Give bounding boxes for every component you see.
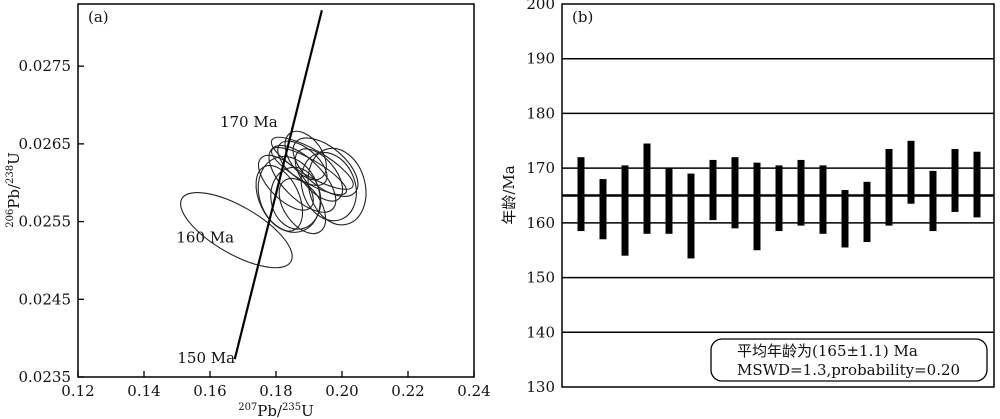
age-error-bar (665, 168, 673, 234)
age-error-bar (753, 162, 761, 251)
age-error-bar (577, 157, 585, 232)
bar-y-tick-label: 140 (526, 323, 555, 341)
age-error-bar (709, 159, 717, 221)
x-tick-group: 0.12 0.14 0.16 0.18 0.20 0.22 0.24 (61, 371, 491, 400)
x-tick-label: 0.18 (259, 382, 292, 400)
age-bar-panel: 130 140 150 160 170 180 190 200 (b) 年龄/Ma 平均年龄为… (500, 0, 995, 396)
age-error-bar (819, 165, 827, 234)
age-error-bar (841, 190, 849, 248)
age-error-bar (797, 159, 805, 226)
x-tick-label: 0.24 (457, 382, 490, 400)
error-ellipse (270, 136, 354, 190)
error-ellipse (278, 177, 327, 235)
age-label-group: 170 Ma 160 Ma 150 Ma (176, 113, 277, 367)
y-title-sup-2: 238 (5, 165, 16, 184)
y-tick-label: 0.0275 (19, 57, 72, 75)
mswd-text: MSWD=1.3,probability=0.20 (737, 361, 960, 379)
x-axis-title: 207Pb/235U (238, 402, 314, 419)
x-tick-label: 0.12 (61, 382, 94, 400)
bar-y-tick-label: 150 (526, 269, 555, 287)
panel-a-label: (a) (88, 8, 109, 26)
error-ellipse (300, 151, 357, 222)
x-tick-label: 0.20 (325, 382, 358, 400)
error-ellipse (258, 154, 314, 211)
y-tick-label: 0.0235 (19, 368, 72, 386)
age-label: 150 Ma (177, 349, 235, 367)
bar-group (577, 140, 981, 259)
age-error-bar (687, 173, 695, 259)
y-title-main-1: Pb/ (5, 183, 23, 209)
error-ellipse (270, 166, 322, 230)
bar-y-tick-label: 130 (526, 378, 555, 396)
y-tick-label: 0.0255 (19, 213, 72, 231)
y-tick-label: 0.0265 (19, 135, 72, 153)
x-title-sup-2: 235 (282, 402, 301, 413)
error-ellipse (292, 137, 359, 197)
error-ellipse (307, 147, 367, 226)
age-error-bar (929, 170, 937, 232)
x-tick-label: 0.16 (193, 382, 226, 400)
x-title-main-2: U (301, 402, 314, 419)
bar-y-tick-group: 130 140 150 160 170 180 190 200 (526, 0, 555, 396)
bar-y-tick-label: 180 (526, 104, 555, 122)
y-tick-group: 0.0235 0.0245 0.0255 0.0265 0.0275 (19, 57, 84, 386)
bar-plot-frame (561, 3, 995, 388)
x-tick-label: 0.22 (391, 382, 424, 400)
age-error-bar (863, 181, 871, 243)
bar-y-tick-label: 170 (526, 159, 555, 177)
y-title-main-2: U (5, 152, 23, 165)
y-title-sup-1: 206 (5, 209, 16, 228)
x-title-main-1: Pb/ (257, 402, 283, 419)
concordia-line (233, 9, 323, 360)
age-error-bar (951, 148, 959, 212)
age-error-bar (731, 157, 739, 229)
stats-box (710, 338, 988, 382)
bar-y-tick-label: 200 (526, 0, 555, 13)
error-ellipse (294, 148, 344, 202)
age-label: 160 Ma (176, 229, 234, 247)
x-tick-label: 0.14 (127, 382, 160, 400)
y-tick-label: 0.0245 (19, 290, 72, 308)
age-label: 170 Ma (220, 113, 278, 131)
age-error-bar (599, 179, 607, 240)
bar-y-tick-label: 190 (526, 50, 555, 68)
age-error-bar (973, 151, 981, 218)
ellipse-group (180, 130, 367, 269)
bar-y-tick-label: 160 (526, 214, 555, 232)
age-error-bar (621, 165, 629, 256)
age-error-bar (775, 165, 783, 232)
y-axis-title: 206Pb/238U (5, 152, 23, 228)
bar-y-axis-title: 年龄/Ma (500, 165, 518, 224)
panel-b-label: (b) (572, 8, 593, 26)
x-title-sup-1: 207 (238, 402, 257, 413)
age-error-bar (907, 140, 915, 204)
age-error-bar (643, 143, 651, 234)
error-ellipse (180, 191, 293, 269)
mean-age-text: 平均年龄为(165±1.1) Ma (737, 342, 918, 360)
age-error-bar (885, 148, 893, 226)
